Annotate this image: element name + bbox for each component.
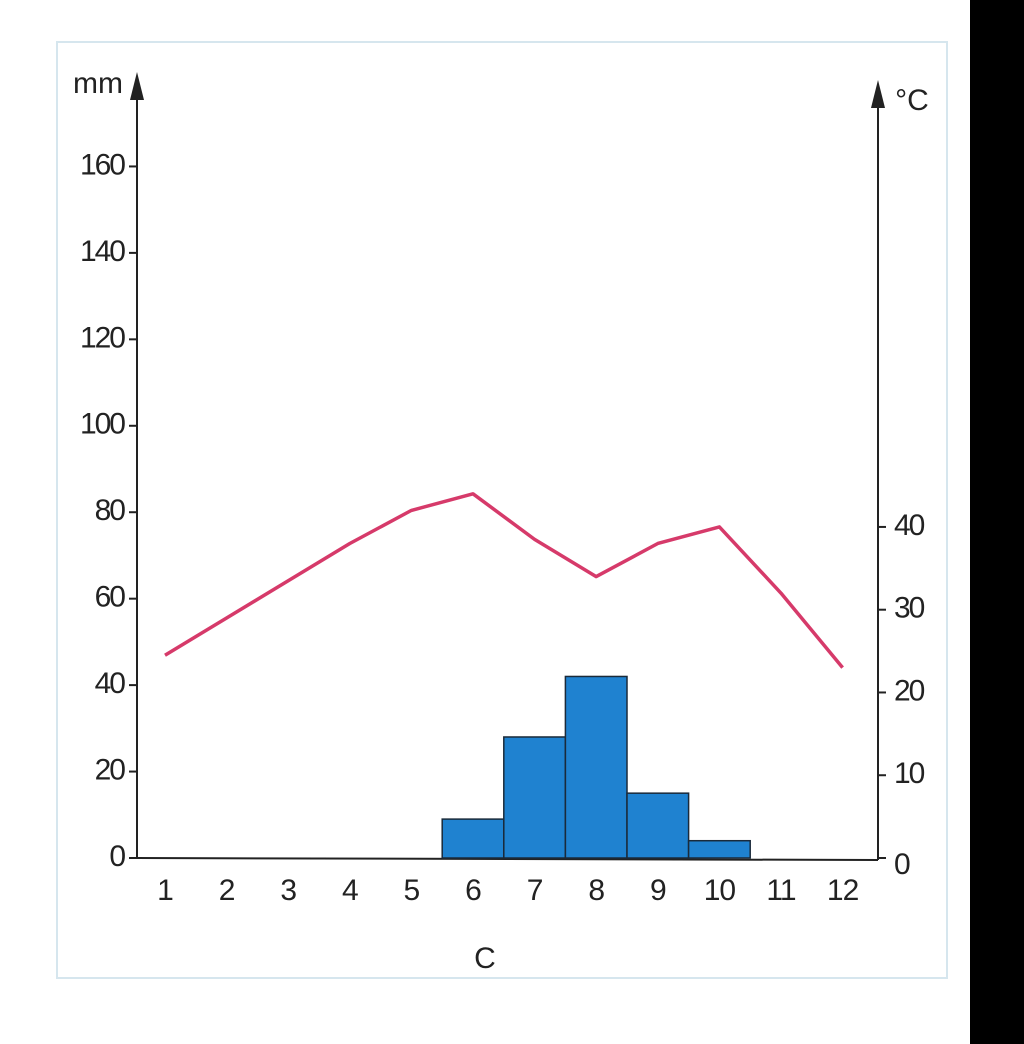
x-tick-label: 10	[704, 874, 736, 907]
y-tick-label: 0	[109, 840, 125, 873]
side-bar	[970, 0, 1024, 1044]
x-tick-label: 11	[766, 874, 795, 907]
y-tick-label: 160	[80, 148, 125, 181]
y-tick-label: 120	[80, 321, 125, 354]
bar	[564, 675, 628, 859]
x-tick-label: 2	[219, 874, 235, 907]
x-tick-label: 1	[157, 874, 173, 907]
y-tick-label: 140	[80, 235, 125, 268]
y2-tick-label: 0	[894, 848, 910, 881]
y2-tick-label: 40	[894, 509, 925, 542]
x-tick-label: 7	[527, 874, 543, 907]
bar	[626, 792, 690, 859]
y-arrow	[130, 72, 144, 100]
x-tick-label: 8	[588, 874, 604, 907]
temperature-line	[164, 492, 844, 669]
x-axis-label: C	[474, 942, 496, 975]
x-tick-label: 3	[280, 874, 296, 907]
y-tick-label: 40	[95, 667, 126, 700]
bar	[441, 818, 505, 859]
y2-tick-label: 20	[894, 674, 925, 707]
x-tick-label: 4	[342, 874, 358, 907]
y-tick-label: 60	[95, 581, 126, 614]
y-axis-label: mm	[73, 67, 123, 100]
bar	[503, 736, 567, 859]
x-tick-label: 12	[827, 874, 859, 907]
x-axis	[136, 857, 879, 861]
y-tick-label: 20	[95, 753, 126, 786]
y2-tick-label: 10	[894, 757, 925, 790]
x-tick-label: 9	[650, 874, 666, 907]
y2-tick-label: 30	[894, 592, 925, 625]
x-tick-label: 5	[404, 874, 420, 907]
y-tick-label: 100	[80, 408, 125, 441]
x-tick-label: 6	[465, 874, 481, 907]
y2-arrow	[871, 80, 885, 108]
y-tick-label: 80	[95, 494, 126, 527]
bar	[687, 839, 751, 859]
y2-axis-label: °C	[895, 84, 929, 117]
